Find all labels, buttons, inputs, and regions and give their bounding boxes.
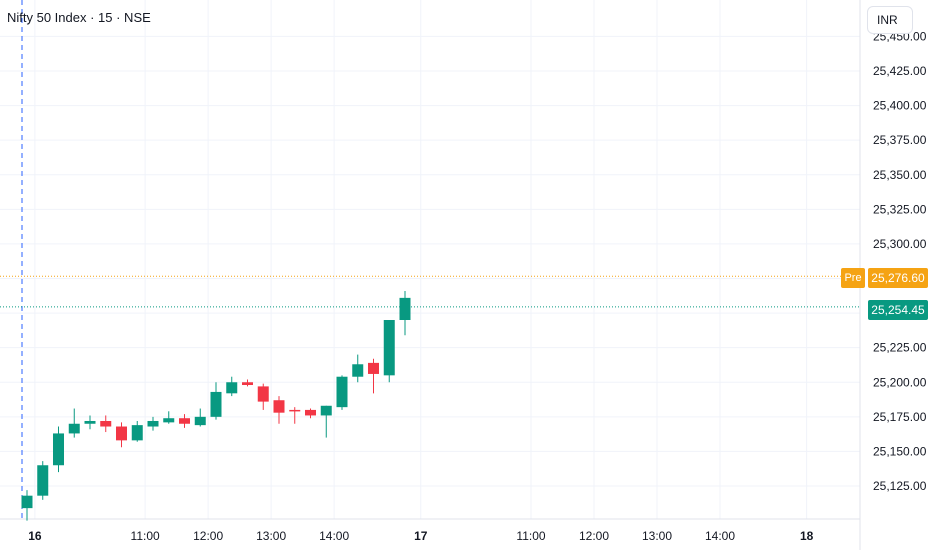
- price-axis-label: 25,225.00: [873, 341, 927, 355]
- price-lines: [0, 275, 860, 308]
- price-axis-label: 25,200.00: [873, 375, 927, 389]
- candle-body: [336, 376, 348, 408]
- time-axis-label: 16: [28, 529, 42, 543]
- candle[interactable]: [53, 426, 64, 473]
- candle[interactable]: [194, 408, 206, 427]
- candle[interactable]: [163, 411, 175, 424]
- last-price-tag: 25,254.45: [868, 300, 928, 320]
- price-axis-label: 25,125.00: [873, 479, 927, 493]
- candle-body: [147, 420, 159, 427]
- time-axis[interactable]: 16 11:00 12:00 13:00 14:00 17 11:00 12:00 13:00 1…: [28, 529, 813, 543]
- candle[interactable]: [368, 358, 379, 394]
- time-axis-label: 13:00: [256, 529, 286, 543]
- pre-market-price-tag: 25,276.60: [868, 268, 928, 288]
- candle[interactable]: [352, 354, 364, 383]
- time-axis-label: 14:00: [319, 529, 349, 543]
- candle[interactable]: [210, 382, 222, 420]
- price-axis-label: 25,350.00: [873, 168, 927, 182]
- candle[interactable]: [399, 290, 411, 336]
- candle[interactable]: [84, 415, 96, 430]
- candle-body: [368, 362, 379, 374]
- candle-body: [289, 409, 301, 412]
- candle[interactable]: [37, 461, 49, 500]
- candle[interactable]: [68, 408, 80, 438]
- candle-body: [84, 420, 96, 424]
- candle-body: [179, 418, 190, 424]
- candle[interactable]: [336, 375, 348, 410]
- candle[interactable]: [21, 490, 33, 521]
- candle-body: [352, 364, 364, 377]
- time-axis-label: 14:00: [705, 529, 735, 543]
- candle-body: [273, 400, 285, 413]
- candle-body: [163, 418, 175, 423]
- candle[interactable]: [116, 422, 127, 448]
- candle-body: [37, 465, 49, 496]
- candle-body: [131, 425, 143, 441]
- candle[interactable]: [179, 414, 190, 428]
- candle[interactable]: [257, 383, 269, 410]
- time-axis-label: 17: [414, 529, 428, 543]
- candle[interactable]: [147, 416, 159, 431]
- candle-body: [226, 382, 238, 394]
- candle[interactable]: [226, 376, 238, 397]
- price-axis-label: 25,325.00: [873, 202, 927, 216]
- candle[interactable]: [242, 379, 253, 387]
- candle[interactable]: [305, 408, 316, 419]
- price-axis-label: 25,400.00: [873, 99, 927, 113]
- candle-body: [53, 433, 64, 466]
- candle-body: [210, 391, 222, 417]
- time-axis-label: 11:00: [131, 529, 160, 543]
- currency-button[interactable]: INR: [867, 6, 913, 34]
- candle[interactable]: [100, 415, 112, 433]
- candle[interactable]: [383, 320, 395, 383]
- time-axis-label: 11:00: [516, 529, 545, 543]
- candle-body: [116, 426, 127, 441]
- price-axis-label: 25,150.00: [873, 444, 927, 458]
- candle-body: [305, 409, 316, 416]
- time-axis-label: 12:00: [579, 529, 609, 543]
- price-axis-label: 25,425.00: [873, 64, 927, 78]
- candles-layer[interactable]: [21, 290, 411, 521]
- price-axis-label: 25,375.00: [873, 133, 927, 147]
- candle-body: [68, 423, 80, 434]
- candle-body: [100, 420, 112, 427]
- time-axis-label: 12:00: [193, 529, 223, 543]
- candle-body: [320, 405, 332, 416]
- candle-body: [399, 297, 411, 320]
- grid-layer: [0, 0, 860, 519]
- time-axis-label: 13:00: [642, 529, 672, 543]
- price-axis-label: 25,175.00: [873, 410, 927, 424]
- candle-body: [194, 416, 206, 426]
- candle-body: [21, 495, 33, 509]
- price-axis[interactable]: 25,125.00 25,150.00 25,175.00 25,200.00 25,2…: [873, 29, 927, 493]
- pre-market-label: Pre: [841, 268, 865, 288]
- price-axis-label: 25,300.00: [873, 237, 927, 251]
- candle[interactable]: [320, 405, 332, 438]
- candle-body: [257, 386, 269, 402]
- chart-title: Nifty 50 Index · 15 · NSE: [7, 10, 151, 25]
- candle[interactable]: [131, 420, 143, 442]
- candle-body: [383, 320, 395, 376]
- candle[interactable]: [273, 396, 285, 424]
- time-axis-label: 18: [800, 529, 814, 543]
- candle[interactable]: [289, 407, 301, 424]
- candle-body: [242, 382, 253, 386]
